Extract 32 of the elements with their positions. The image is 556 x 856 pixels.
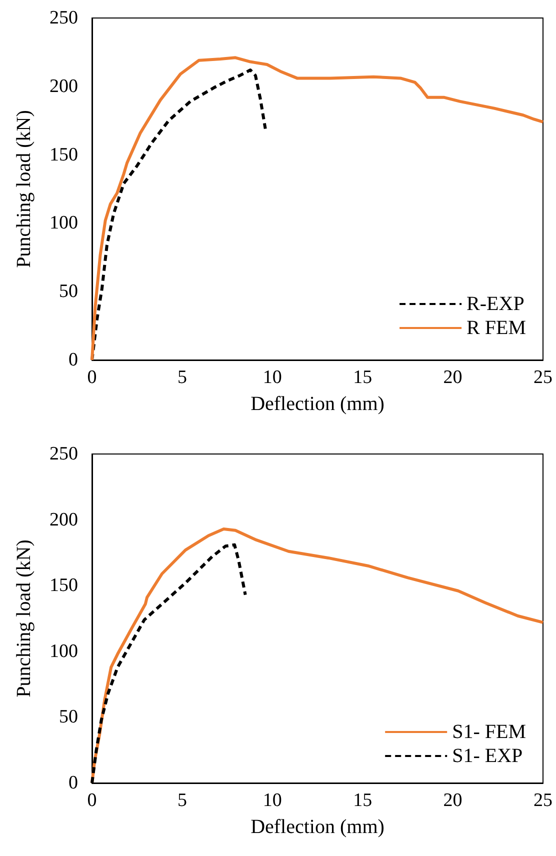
x-tick-label: 25	[534, 367, 552, 388]
x-tick-label: 15	[353, 790, 372, 811]
x-tick-label: 25	[534, 790, 552, 811]
y-axis-title: Punching load (kN)	[13, 540, 35, 698]
legend-label: S1- FEM	[452, 721, 526, 743]
y-tick-label: 50	[59, 706, 78, 728]
y-tick-label: 50	[59, 281, 78, 302]
y-tick-label: 250	[50, 444, 78, 464]
y-tick-label: 150	[50, 144, 78, 166]
x-tick-label: 10	[262, 367, 282, 388]
x-tick-label: 15	[353, 367, 372, 388]
y-tick-label: 100	[50, 640, 78, 662]
y-tick-label: 250	[50, 8, 78, 28]
legend-label: R-EXP	[466, 293, 524, 315]
x-tick-label: 10	[262, 790, 282, 811]
x-tick-label: 5	[177, 790, 187, 811]
x-tick-label: 20	[443, 790, 462, 811]
y-axis-title: Punching load (kN)	[13, 110, 35, 268]
x-tick-label: 0	[87, 367, 97, 388]
y-tick-label: 100	[50, 212, 78, 234]
legend-label: S1- EXP	[452, 745, 523, 767]
y-tick-label: 0	[68, 350, 78, 370]
x-axis-title: Deflection (mm)	[250, 816, 384, 838]
x-tick-label: 5	[177, 367, 187, 388]
y-tick-label: 200	[50, 76, 78, 97]
y-tick-label: 0	[68, 772, 78, 794]
x-axis-title: Deflection (mm)	[250, 393, 384, 415]
x-tick-label: 20	[443, 367, 462, 388]
y-tick-label: 200	[50, 509, 78, 530]
legend-label: R FEM	[466, 317, 526, 339]
x-tick-label: 0	[87, 790, 97, 811]
y-tick-label: 150	[50, 575, 78, 596]
